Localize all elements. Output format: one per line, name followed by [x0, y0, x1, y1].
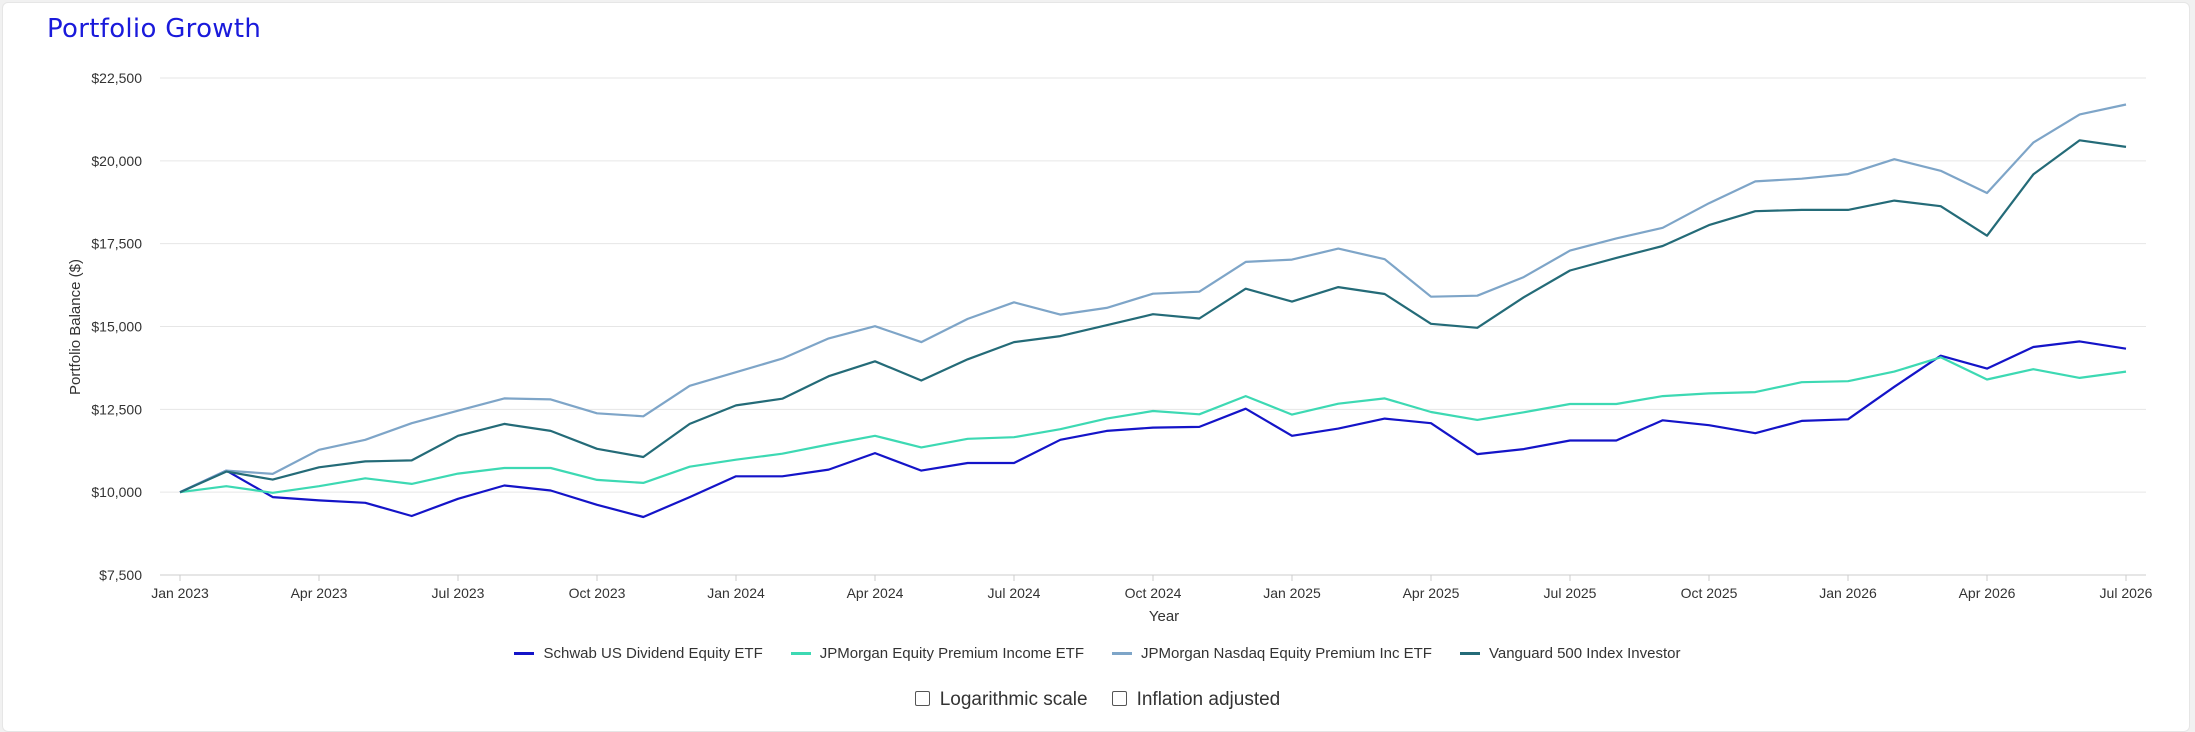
- y-tick-label: $7,500: [99, 567, 142, 583]
- x-tick-label: Apr 2026: [1959, 585, 2016, 601]
- series-line-1: [179, 340, 2127, 519]
- chart-options: Logarithmic scale Inflation adjusted: [0, 689, 2195, 711]
- legend-label: Schwab US Dividend Equity ETF: [543, 645, 763, 662]
- inflation-checkbox[interactable]: [1111, 690, 1127, 706]
- x-tick-label: Jul 2023: [432, 585, 485, 601]
- x-tick-label: Jan 2025: [1263, 585, 1321, 601]
- y-tick-label: $20,000: [91, 153, 142, 169]
- legend-label: JPMorgan Nasdaq Equity Premium Inc ETF: [1141, 645, 1432, 662]
- x-tick-label: Jul 2024: [988, 585, 1041, 601]
- x-tick-label: Jan 2026: [1819, 585, 1877, 601]
- x-tick-label: Jan 2023: [151, 585, 209, 601]
- legend-label: JPMorgan Equity Premium Income ETF: [819, 645, 1085, 662]
- y-tick-label: $10,000: [91, 484, 142, 500]
- x-tick-label: Apr 2023: [291, 585, 348, 601]
- x-tick-label: Jul 2026: [2100, 585, 2153, 601]
- legend-item-3[interactable]: JPMorgan Nasdaq Equity Premium Inc ETF: [1112, 645, 1432, 662]
- y-tick-label: $12,500: [91, 401, 142, 417]
- legend-swatch: [1112, 652, 1133, 655]
- x-tick-label: Apr 2025: [1403, 585, 1460, 601]
- legend-item-1[interactable]: Schwab US Dividend Equity ETF: [514, 645, 763, 662]
- series-line-3: [179, 103, 2127, 494]
- chart-title: Portfolio Growth: [47, 14, 262, 44]
- legend-swatch: [514, 652, 535, 655]
- x-tick-label: Apr 2024: [847, 585, 904, 601]
- line-chart: $7,500 $10,000 $12,500 $15,000 $17,500 $20,00…: [67, 70, 2153, 625]
- x-tick-label: Oct 2025: [1681, 585, 1738, 601]
- inflation-label: Inflation adjusted: [1136, 689, 1281, 710]
- log-scale-option[interactable]: Logarithmic scale: [914, 689, 1088, 711]
- x-axis-ticks: Jan 2023 Apr 2023 Jul 2023 Oct 2023 Jan 2024…: [151, 575, 2153, 601]
- y-axis-label: Portfolio Balance ($): [67, 259, 84, 395]
- legend-swatch: [1459, 652, 1480, 655]
- x-tick-label: Oct 2024: [1125, 585, 1182, 601]
- series-lines: [179, 103, 2127, 519]
- legend-item-2[interactable]: JPMorgan Equity Premium Income ETF: [790, 645, 1085, 662]
- x-tick-label: Jan 2024: [707, 585, 765, 601]
- legend: Schwab US Dividend Equity ETF JPMorgan Eq…: [0, 645, 2195, 662]
- log-scale-label: Logarithmic scale: [939, 689, 1088, 710]
- y-tick-label: $15,000: [91, 319, 142, 335]
- legend-label: Vanguard 500 Index Investor: [1488, 645, 1681, 662]
- x-axis-label: Year: [1149, 608, 1179, 625]
- y-tick-label: $22,500: [91, 70, 142, 86]
- x-tick-label: Jul 2025: [1544, 585, 1597, 601]
- y-axis-ticks: $7,500 $10,000 $12,500 $15,000 $17,500 $20,00…: [91, 70, 142, 583]
- y-tick-label: $17,500: [91, 236, 142, 252]
- legend-swatch: [790, 652, 811, 655]
- series-line-4: [179, 139, 2127, 494]
- log-scale-checkbox[interactable]: [914, 690, 930, 706]
- x-tick-label: Oct 2023: [569, 585, 626, 601]
- grid-lines: [160, 77, 2146, 576]
- inflation-option[interactable]: Inflation adjusted: [1111, 689, 1281, 711]
- legend-item-4[interactable]: Vanguard 500 Index Investor: [1459, 645, 1681, 662]
- series-line-2: [179, 356, 2127, 494]
